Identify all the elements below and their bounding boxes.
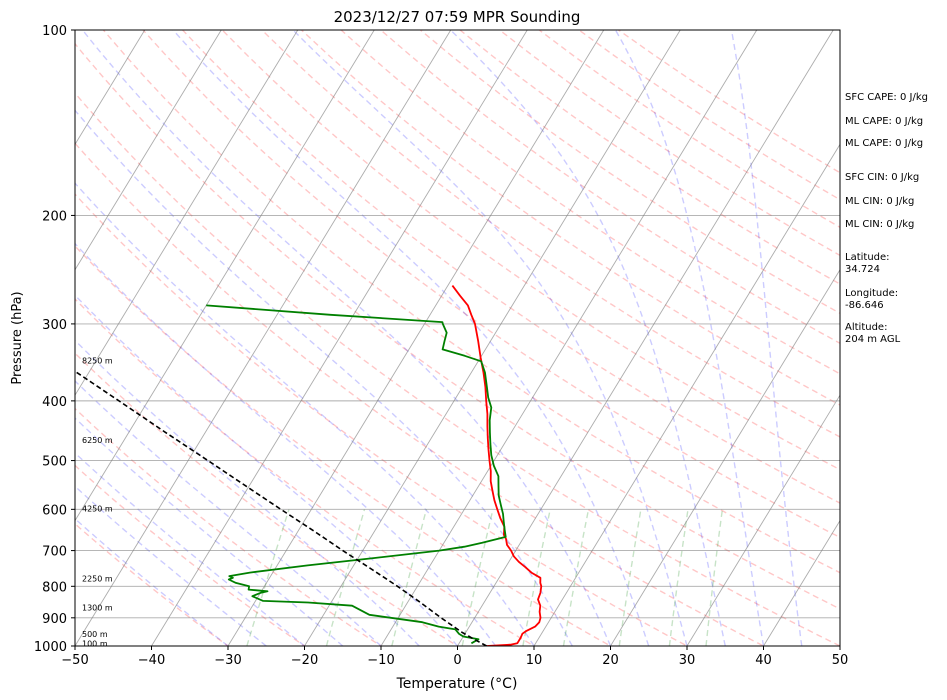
dry-adiabat <box>301 30 840 406</box>
ml-cape-stat: ML CAPE: 0 J/kg <box>845 116 924 127</box>
moist-adiabat <box>75 379 382 646</box>
height-label: 8250 m <box>82 356 113 365</box>
dry-adiabat <box>261 30 840 438</box>
moist-adiabat <box>75 182 535 646</box>
moist-adiabat <box>450 30 726 646</box>
x-tick-label: 40 <box>755 653 772 668</box>
isotherm-line <box>75 30 452 646</box>
ml-cin-stat: ML CIN: 0 J/kg <box>845 196 915 207</box>
y-tick-label: 400 <box>42 395 67 410</box>
isotherm-line <box>75 30 375 522</box>
latitude-value: 34.724 <box>845 264 880 275</box>
y-tick-label: 700 <box>42 545 67 560</box>
longitude-label: Longitude: <box>845 288 899 299</box>
longitude-value: -86.646 <box>845 300 884 311</box>
sfc-cape-stat: SFC CAPE: 0 J/kg <box>845 92 928 103</box>
x-tick-label: 0 <box>453 653 461 668</box>
dry-adiabat <box>75 522 230 646</box>
x-tick-label: −40 <box>138 653 165 668</box>
y-tick-label: 200 <box>42 209 67 224</box>
x-tick-label: 10 <box>526 653 543 668</box>
moist-adiabat <box>75 109 573 646</box>
sfc-cin-stat: SFC CIN: 0 J/kg <box>845 172 920 183</box>
profile-traces <box>75 285 543 646</box>
y-tick-label: 900 <box>42 612 67 627</box>
isotherm-line <box>763 519 840 646</box>
isotherm-line <box>75 30 146 146</box>
dry-adiabat <box>182 30 840 504</box>
dry-adiabat <box>75 42 840 610</box>
dry-adiabat <box>75 298 536 646</box>
y-axis: 1000 900 800 700 600 500 400 300 200 100 <box>34 24 75 655</box>
isotherm-line <box>304 30 681 646</box>
moist-adiabat <box>75 294 459 646</box>
isotherm-line <box>75 30 299 397</box>
moist-adiabat <box>81 30 612 646</box>
moist-adiabat <box>75 452 305 646</box>
moist-adiabat <box>292 30 688 646</box>
height-label: 1300 m <box>82 604 113 613</box>
altitude-label: Altitude: <box>845 322 888 333</box>
y-tick-label: 300 <box>42 318 67 333</box>
dry-adiabat <box>75 245 612 646</box>
chart-title: 2023/12/27 07:59 MPR Sounding <box>334 8 581 26</box>
isotherm-line <box>380 30 758 646</box>
moist-adiabat <box>75 417 344 646</box>
moist-adiabat <box>75 242 497 646</box>
x-tick-label: −20 <box>291 653 318 668</box>
height-label: 100 m <box>82 640 108 649</box>
moist-adiabat <box>75 339 420 646</box>
dry-adiabat <box>75 352 459 646</box>
y-tick-label: 100 <box>42 24 67 39</box>
dry-adiabat <box>419 30 840 315</box>
isotherm-line <box>75 30 222 271</box>
x-tick-label: 30 <box>679 653 696 668</box>
x-tick-label: 50 <box>832 653 849 668</box>
isotherm-line <box>151 30 528 646</box>
x-axis-label: Temperature (°C) <box>396 676 518 692</box>
y-tick-label: 800 <box>42 580 67 595</box>
isotherm-line <box>227 30 605 646</box>
height-label: 4250 m <box>82 504 113 513</box>
moist-adiabat <box>614 30 765 646</box>
x-tick-label: −30 <box>214 653 241 668</box>
x-tick-label: −10 <box>367 653 394 668</box>
height-label: 500 m <box>82 630 108 639</box>
isotherm-line <box>686 394 840 646</box>
parcel-trace <box>75 370 487 646</box>
moist-adiabat <box>730 30 803 646</box>
dry-adiabat <box>142 30 840 539</box>
y-axis-label: Pressure (hPa) <box>10 291 25 384</box>
y-tick-label: 600 <box>42 503 67 518</box>
latitude-label: Latitude: <box>845 252 890 263</box>
grid-lines <box>75 30 840 646</box>
dry-adiabat <box>75 142 766 646</box>
moist-adiabat <box>172 30 650 646</box>
isotherm-line <box>610 268 840 646</box>
y-tick-label: 1000 <box>34 640 67 655</box>
x-tick-label: −50 <box>61 653 88 668</box>
isotherm-line <box>533 143 840 646</box>
background-reference-lines <box>75 30 840 646</box>
y-tick-label: 500 <box>42 455 67 470</box>
dry-adiabat <box>380 30 840 345</box>
ml-cape-stat-2: ML CAPE: 0 J/kg <box>845 138 924 149</box>
dry-adiabat <box>75 193 689 646</box>
ml-cin-stat-2: ML CIN: 0 J/kg <box>845 219 915 230</box>
isotherm-line <box>457 30 834 646</box>
x-axis: −50 −40 −30 −20 −10 0 10 20 30 40 50 <box>61 646 848 668</box>
x-tick-label: 20 <box>602 653 619 668</box>
altitude-value: 204 m AGL <box>845 334 901 345</box>
height-label: 6250 m <box>82 436 113 445</box>
dewpoint-trace <box>206 304 507 645</box>
height-label: 2250 m <box>82 575 113 584</box>
